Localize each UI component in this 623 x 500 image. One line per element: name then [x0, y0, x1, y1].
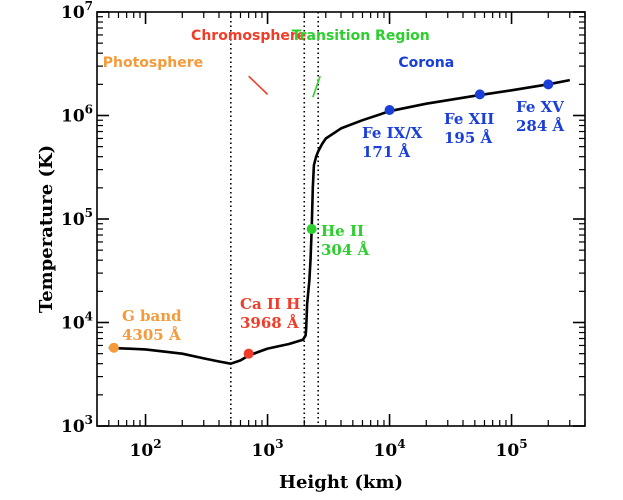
y-tick-label-2-base: 10: [61, 210, 85, 230]
temperature-curve-group: [108, 78, 571, 365]
point-label-3-line1: Fe IX/X: [362, 124, 423, 142]
y-axis-label: Temperature (K): [36, 145, 57, 313]
y-tick-label-3-base: 10: [61, 107, 85, 127]
x-tick-label-3: 105: [496, 437, 528, 461]
x-tick-label-1: 103: [252, 437, 284, 461]
y-tick-label-1-base: 10: [61, 314, 85, 334]
x-tick-label-1-exponent: 3: [275, 437, 283, 451]
point-label-1-line2: 3968 Å: [240, 314, 299, 332]
plot-frame: [96, 11, 586, 427]
point-label-2-line1: He II: [321, 222, 364, 240]
region-pointers: [248, 75, 321, 98]
y-tick-label-0: 103: [61, 413, 93, 437]
x-tick-label-0: 102: [130, 437, 162, 461]
data-point-1: [243, 348, 254, 359]
y-tick-label-1: 104: [61, 310, 93, 334]
y-tick-label-3-exponent: 6: [85, 103, 93, 117]
x-axis-label: Height (km): [279, 472, 403, 493]
y-tick-label-4-exponent: 7: [85, 0, 93, 13]
transition-region-pointer: [312, 75, 321, 98]
temperature-curve: [108, 78, 571, 365]
x-tick-label-2-base: 10: [374, 441, 398, 461]
data-points: [108, 79, 554, 359]
x-tick-label-3-exponent: 5: [519, 437, 527, 451]
axis-ticks: [96, 11, 586, 427]
y-tick-label-0-exponent: 3: [85, 413, 93, 427]
point-label-4-line1: Fe XII: [444, 110, 494, 128]
region-boundaries: [230, 12, 319, 426]
y-tick-label-2: 105: [61, 206, 93, 230]
x-tick-label-0-base: 10: [130, 441, 154, 461]
data-point-2: [306, 224, 317, 235]
region-label-transition-region: Transition Region: [292, 28, 430, 44]
y-tick-label-0-base: 10: [61, 417, 85, 437]
chromosphere-pointer: [248, 75, 269, 95]
point-label-5-line2: 284 Å: [516, 117, 565, 135]
point-label-4-line2: 195 Å: [444, 129, 493, 147]
x-tick-label-2-exponent: 4: [397, 437, 405, 451]
point-label-0-line2: 4305 Å: [122, 326, 181, 344]
y-tick-label-4-base: 10: [61, 3, 85, 23]
data-point-4: [474, 89, 485, 100]
plot-frame-group: [96, 11, 586, 427]
y-tick-label-3: 106: [61, 103, 93, 127]
x-tick-label-3-base: 10: [496, 441, 520, 461]
y-tick-label-1-exponent: 4: [85, 310, 93, 324]
region-label-photosphere: Photosphere: [103, 55, 203, 71]
point-label-0-line1: G band: [122, 307, 182, 325]
point-label-1-line1: Ca II H: [240, 295, 300, 313]
region-label-corona: Corona: [398, 55, 454, 71]
x-tick-label-2: 104: [374, 437, 406, 461]
y-tick-label-2-exponent: 5: [85, 206, 93, 220]
x-tick-label-1-base: 10: [252, 441, 276, 461]
y-tick-label-4: 107: [61, 0, 93, 23]
point-label-3-line2: 171 Å: [362, 143, 411, 161]
data-point-5: [543, 79, 554, 90]
x-tick-label-0-exponent: 2: [153, 437, 161, 451]
point-label-2-line2: 304 Å: [321, 241, 370, 259]
data-point-0: [108, 342, 119, 353]
data-point-3: [384, 105, 395, 116]
point-label-5-line1: Fe XV: [516, 98, 564, 116]
region-label-chromosphere: Chromosphere: [191, 28, 306, 44]
